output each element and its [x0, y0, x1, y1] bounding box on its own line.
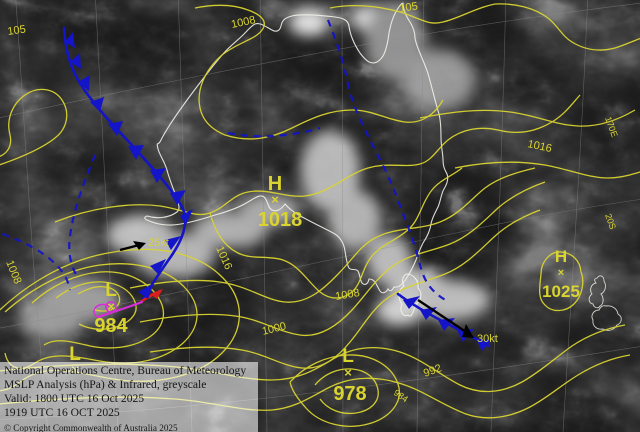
svg-text:984: 984	[94, 315, 128, 337]
svg-text:L: L	[105, 280, 117, 301]
svg-text:105: 105	[399, 1, 419, 15]
svg-text:×: ×	[271, 192, 279, 207]
svg-text:L: L	[342, 346, 354, 367]
svg-text:1018: 1018	[258, 209, 303, 231]
svg-text:105: 105	[7, 24, 27, 38]
svg-text:30kt: 30kt	[477, 333, 498, 345]
svg-text:×: ×	[344, 365, 352, 380]
svg-text:25kt: 25kt	[148, 237, 169, 249]
svg-text:×: ×	[558, 267, 564, 279]
svg-text:H: H	[555, 247, 567, 266]
svg-text:1025: 1025	[542, 282, 580, 301]
svg-text:×: ×	[107, 299, 115, 314]
svg-text:978: 978	[333, 383, 366, 405]
